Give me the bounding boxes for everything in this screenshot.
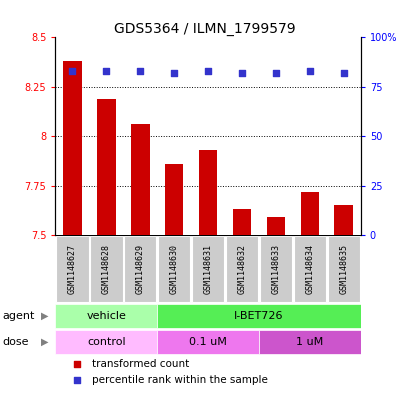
Point <box>73 361 80 367</box>
Bar <box>164 164 183 235</box>
Bar <box>55 303 157 329</box>
Text: GSM1148627: GSM1148627 <box>67 244 76 294</box>
Text: GSM1148630: GSM1148630 <box>169 244 178 294</box>
Bar <box>124 237 156 302</box>
Bar <box>266 217 285 235</box>
Bar <box>56 237 88 302</box>
Bar <box>225 237 258 302</box>
Bar <box>232 209 251 235</box>
Text: GSM1148628: GSM1148628 <box>101 244 110 294</box>
Text: GSM1148635: GSM1148635 <box>339 244 348 294</box>
Text: 1 uM: 1 uM <box>296 337 323 347</box>
Bar <box>259 237 292 302</box>
Bar <box>90 237 122 302</box>
Point <box>238 70 245 76</box>
Bar <box>97 99 115 235</box>
Bar <box>130 124 149 235</box>
Text: GDS5364 / ILMN_1799579: GDS5364 / ILMN_1799579 <box>114 22 295 36</box>
Text: GSM1148629: GSM1148629 <box>135 244 144 294</box>
Bar <box>63 61 81 235</box>
Text: transformed count: transformed count <box>92 359 189 369</box>
Point <box>73 377 80 383</box>
Bar <box>327 237 359 302</box>
Text: GSM1148633: GSM1148633 <box>271 244 280 294</box>
Bar <box>334 206 352 235</box>
Text: control: control <box>87 337 125 347</box>
Text: GSM1148634: GSM1148634 <box>305 244 314 294</box>
Bar <box>55 330 157 354</box>
Point <box>306 68 312 74</box>
Bar <box>198 150 217 235</box>
Text: GSM1148631: GSM1148631 <box>203 244 212 294</box>
Point <box>204 68 211 74</box>
Point <box>340 70 346 76</box>
Point <box>69 68 75 74</box>
Bar <box>157 303 360 329</box>
Point <box>137 68 143 74</box>
Point <box>103 68 109 74</box>
Bar <box>157 330 258 354</box>
Text: percentile rank within the sample: percentile rank within the sample <box>92 375 267 385</box>
Point <box>272 70 279 76</box>
Text: ▶: ▶ <box>41 311 48 321</box>
Bar <box>258 330 360 354</box>
Text: dose: dose <box>2 337 29 347</box>
Text: agent: agent <box>2 311 34 321</box>
Bar <box>157 237 190 302</box>
Point <box>171 70 177 76</box>
Text: ▶: ▶ <box>41 337 48 347</box>
Bar <box>191 237 224 302</box>
Text: 0.1 uM: 0.1 uM <box>189 337 227 347</box>
Text: I-BET726: I-BET726 <box>234 311 283 321</box>
Text: GSM1148632: GSM1148632 <box>237 244 246 294</box>
Text: vehicle: vehicle <box>86 311 126 321</box>
Bar <box>293 237 326 302</box>
Bar <box>300 191 319 235</box>
